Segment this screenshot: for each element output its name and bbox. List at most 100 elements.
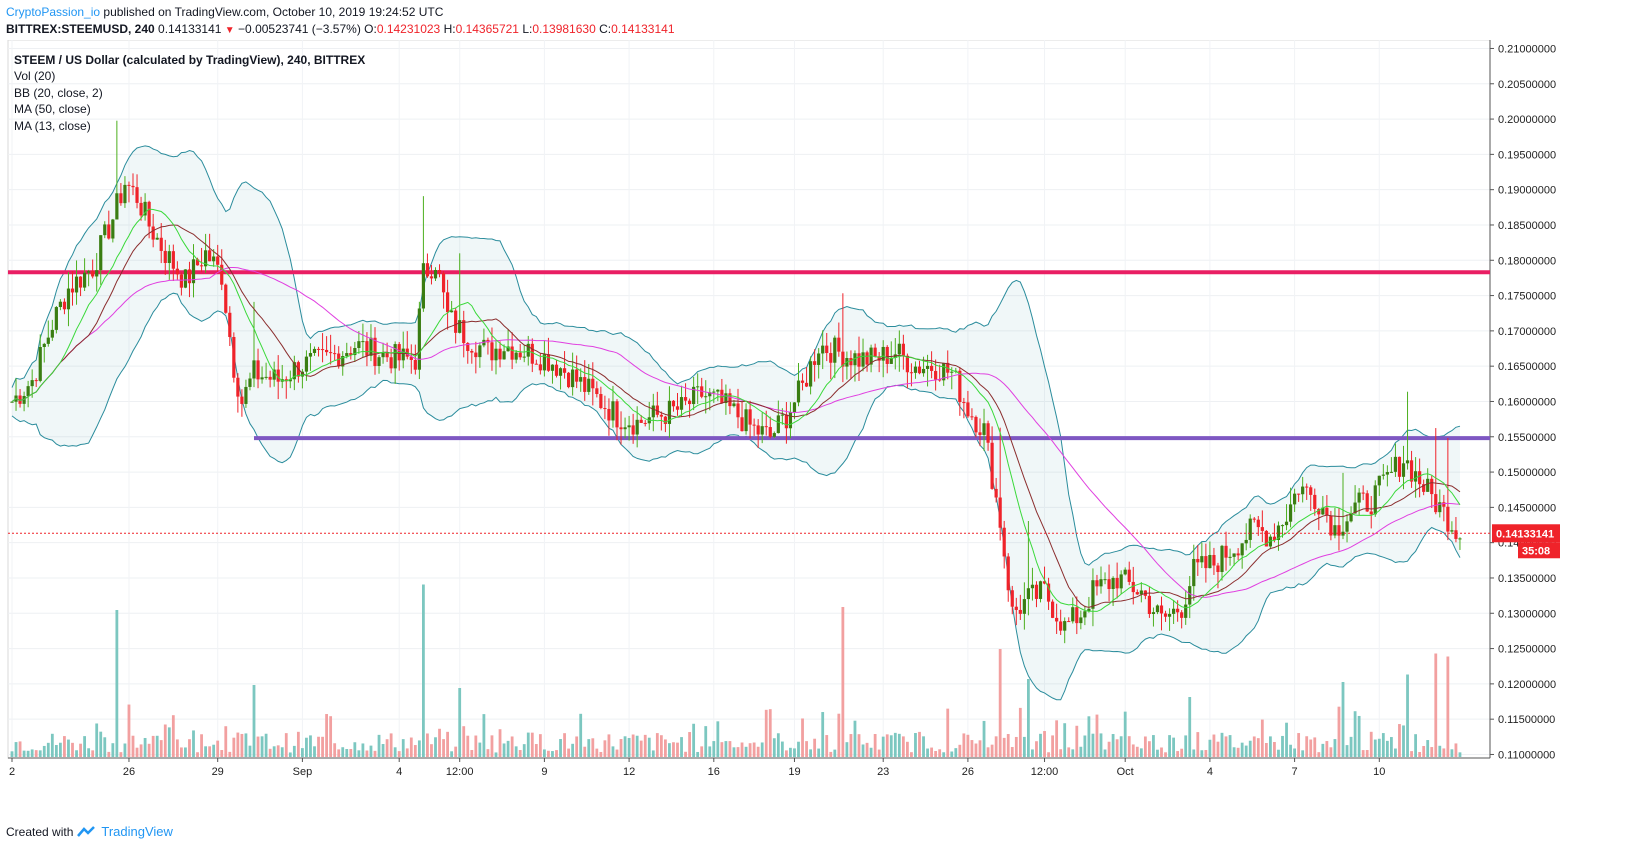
volume-bar [1365,750,1369,757]
volume-bar [1176,751,1180,757]
volume-bar [922,736,925,757]
volume-bar [1127,736,1131,757]
candle-body [78,276,83,288]
candle-body [409,356,413,360]
candle-body [768,427,772,437]
volume-bar [1369,731,1373,757]
volume-bar [797,741,800,757]
candle-body [760,426,764,435]
candle-body [478,345,482,358]
volume-bar [296,731,300,757]
volume-bar [688,732,691,757]
volume-bar [1212,734,1216,757]
candle-body [998,497,1002,528]
volume-bar [1103,749,1107,757]
candle-body [1111,577,1115,589]
price-chart[interactable]: 0.21000000 0.20500000 0.20000000 0.19500000… [0,40,1627,820]
candle-body [1313,494,1317,509]
countdown-label: 35:08 [1522,545,1550,557]
volume-bar [942,752,946,757]
volume-bar [877,749,881,757]
candle-body [1397,456,1402,477]
volume-bar [1256,738,1260,757]
volume-bar [1083,735,1087,757]
candle-body [506,346,510,352]
volume-bar [720,742,724,757]
volume-bar [841,607,845,757]
candle-body [917,366,922,374]
candle-body [683,397,688,401]
candle-body [756,425,760,435]
candle-body [800,380,805,383]
volume-bar [1321,743,1325,757]
candle-body [1022,599,1026,614]
candle-body [974,416,978,433]
candle-body [111,219,115,239]
volume-bar [438,728,441,757]
volume-bar [906,741,909,757]
volume-bar [119,752,123,757]
candle-body [18,395,22,404]
volume-bar [926,748,929,757]
volume-bar [1337,706,1341,757]
volume-bar [1377,738,1381,757]
volume-bar [966,734,970,757]
tradingview-logo-icon [77,825,96,837]
volume-bar [381,744,385,757]
candle-body [349,353,353,356]
volume-bar [861,744,865,757]
volume-bar [914,733,917,757]
candle-body [1426,478,1430,492]
volume-bar [34,750,38,757]
candle-body [655,405,659,415]
volume-bar [50,733,54,757]
candle-body [413,359,417,370]
volume-bar [111,743,115,757]
volume-bar [538,734,542,757]
volume-bar [845,742,849,757]
publisher-link[interactable]: CryptoPassion_io [6,5,101,19]
tradingview-brand[interactable]: TradingView [101,824,173,839]
candle-body [575,369,579,382]
candle-body [357,341,361,348]
candle-body [1059,621,1063,631]
candle-body [99,235,103,271]
volume-bar [1099,733,1103,757]
y-tick-label: 0.20500000 [1498,79,1556,91]
candle-body [1091,580,1095,609]
ma50-line [11,267,1461,598]
volume-bar [696,751,700,757]
volume-bar [268,748,272,757]
y-tick-label: 0.11000000 [1498,749,1555,761]
volume-bar [204,746,207,757]
volume-bar [1220,732,1224,757]
candle-body [212,256,216,262]
legend-bb: BB (20, close, 2) [14,85,103,100]
candle-body [817,353,821,365]
volume-bar [393,747,397,757]
candle-body [224,284,228,313]
candle-body [1200,556,1204,563]
down-arrow-icon: ▼ [224,25,235,36]
volume-bar [1446,656,1450,757]
candle-body [651,405,655,418]
publish-header: CryptoPassion_io published on TradingVie… [6,4,675,39]
volume-bar [934,751,938,757]
candle-body [667,400,672,424]
candle-body [671,400,676,407]
volume-bar [873,734,877,757]
x-tick-label: 26 [962,766,974,778]
high-label: H: [443,22,456,36]
candle-body [720,389,724,404]
candle-body [1288,504,1293,522]
candle-body [159,237,163,251]
volume-bar [18,741,22,757]
volume-bar [829,751,833,757]
candle-body [659,414,663,417]
candle-body [446,292,450,313]
volume-bar [1180,748,1184,757]
candle-body [966,402,970,417]
candle-body [401,348,405,361]
candle-body [1361,492,1365,494]
volume-bar [950,751,954,757]
